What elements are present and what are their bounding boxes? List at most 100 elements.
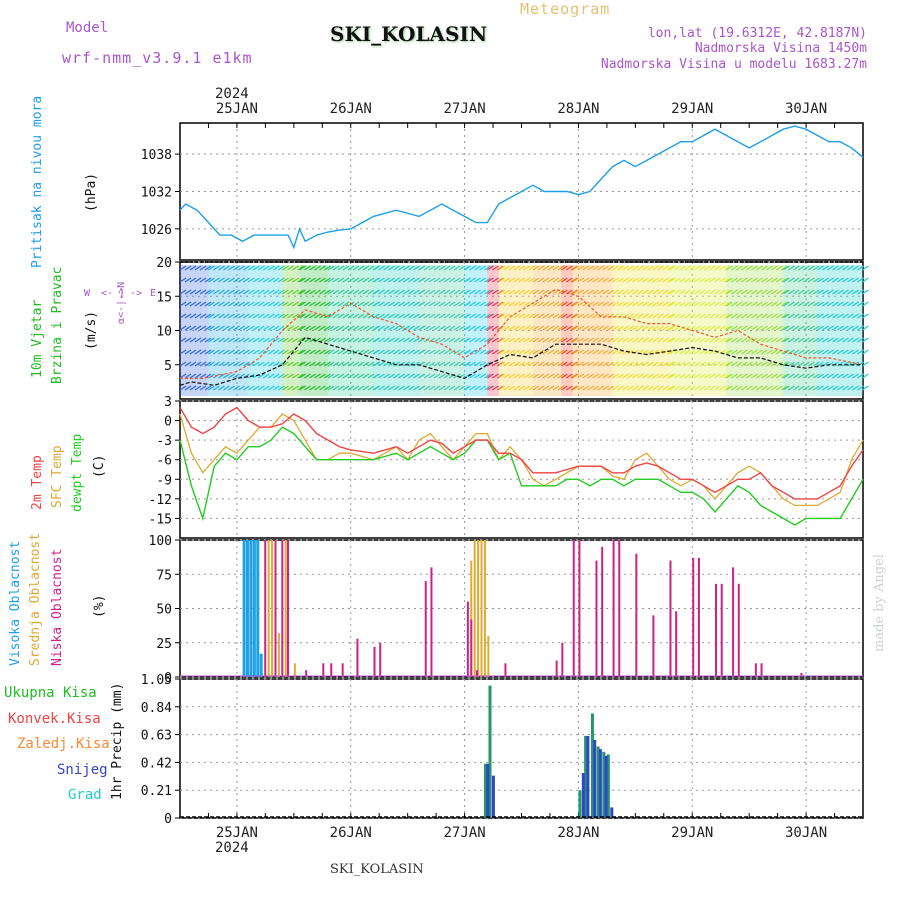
wind-barb: [771, 301, 778, 307]
wind-barb: [822, 373, 829, 379]
wind-barb: [438, 277, 446, 283]
wind-barb: [642, 361, 649, 367]
wind-barb: [413, 289, 420, 295]
wind-barb: [709, 277, 716, 283]
wind-barb: [669, 289, 676, 295]
wind-barb: [657, 337, 664, 343]
wind-barb: [571, 289, 578, 295]
wind-barb: [632, 337, 639, 343]
wind-barb: [756, 337, 763, 343]
wind-barb: [423, 385, 431, 391]
wind-barb: [373, 301, 380, 307]
wind-barb: [719, 325, 726, 331]
wind-barb: [223, 265, 230, 271]
wind-barb: [474, 373, 481, 379]
cloud-bar: [618, 540, 621, 677]
wind-barb: [699, 313, 706, 319]
wind-barb: [179, 277, 187, 283]
wind-barb: [309, 289, 316, 295]
wind-barb: [592, 349, 600, 355]
wind-barb: [194, 361, 202, 367]
wind-barb: [632, 361, 639, 367]
wind-barb: [487, 349, 494, 355]
wind-barb: [817, 385, 824, 391]
wind-barb: [572, 277, 580, 283]
wind-barb: [332, 289, 340, 295]
wind-barb: [607, 277, 615, 283]
wind-barb: [503, 301, 511, 307]
wind-barb: [267, 265, 275, 271]
cloud-bar: [259, 653, 263, 677]
wind-barb: [319, 265, 326, 271]
wind-barb: [342, 361, 350, 367]
wind-barb: [532, 313, 540, 319]
wind-barb: [719, 265, 726, 271]
wind-barb: [592, 265, 600, 271]
wind-barb: [771, 325, 778, 331]
wind-barb: [542, 373, 550, 379]
wind-barb: [324, 349, 331, 355]
wind-barb: [694, 337, 701, 343]
cloud-bar: [572, 540, 575, 677]
wind-barb: [736, 385, 743, 391]
wind-barb: [627, 313, 634, 319]
wind-barb: [607, 361, 615, 367]
wind-barb: [528, 337, 536, 343]
cloud-bar: [252, 540, 256, 677]
wind-barb: [213, 337, 220, 343]
wind-barb: [577, 301, 585, 307]
wind-barb: [607, 373, 615, 379]
wind-barb: [464, 325, 471, 331]
wind-barb: [612, 385, 619, 391]
wind-barb: [797, 289, 805, 295]
wind-barb: [542, 385, 550, 391]
wind-barb: [726, 277, 733, 283]
wind-barb: [413, 337, 420, 343]
wind-barb: [378, 373, 385, 379]
wind-barb: [557, 385, 565, 391]
precip-bar: [486, 763, 490, 818]
wind-barb: [199, 385, 207, 391]
wind-barb: [393, 289, 400, 295]
wind-barb: [398, 265, 405, 271]
wind-barb: [542, 337, 550, 343]
wind-barb: [438, 301, 446, 307]
wind-barb: [557, 277, 565, 283]
wind-barb: [781, 373, 788, 379]
wind-barb: [612, 265, 619, 271]
wind-barb: [714, 337, 721, 343]
wind-barb: [357, 301, 365, 307]
wind-barb: [513, 361, 521, 367]
wind-barb: [453, 301, 461, 307]
wind-barb: [802, 277, 810, 283]
wind-barb: [797, 385, 805, 391]
wind-barb: [362, 277, 370, 283]
legend-total: Ukupna Kisa: [4, 685, 97, 701]
cloud-bar: [246, 540, 250, 677]
wind-barb: [367, 265, 375, 271]
wind-barb: [547, 325, 555, 331]
wind-barb: [709, 349, 716, 355]
wind-barb: [194, 265, 202, 271]
wind-barb: [247, 337, 255, 343]
wind-barb: [572, 337, 580, 343]
wind-barb: [408, 337, 415, 343]
wind-barb: [428, 289, 436, 295]
wind-barb: [847, 313, 854, 319]
wind-barb: [719, 385, 726, 391]
cloud-bar: [281, 540, 284, 677]
wind-barb: [523, 361, 531, 367]
wind-barb: [704, 277, 711, 283]
wind-barb: [587, 349, 595, 355]
precip-bar: [602, 751, 606, 818]
wind-barb: [532, 265, 540, 271]
wind-barb: [627, 289, 634, 295]
wind-barb: [184, 337, 192, 343]
wind-barb: [852, 385, 859, 391]
wind-barb: [498, 385, 506, 391]
wind-barb: [393, 265, 400, 271]
wind-barb: [632, 301, 639, 307]
wind-barb-band: [487, 265, 499, 396]
wind-barb: [464, 265, 471, 271]
wind-barb: [277, 313, 285, 319]
